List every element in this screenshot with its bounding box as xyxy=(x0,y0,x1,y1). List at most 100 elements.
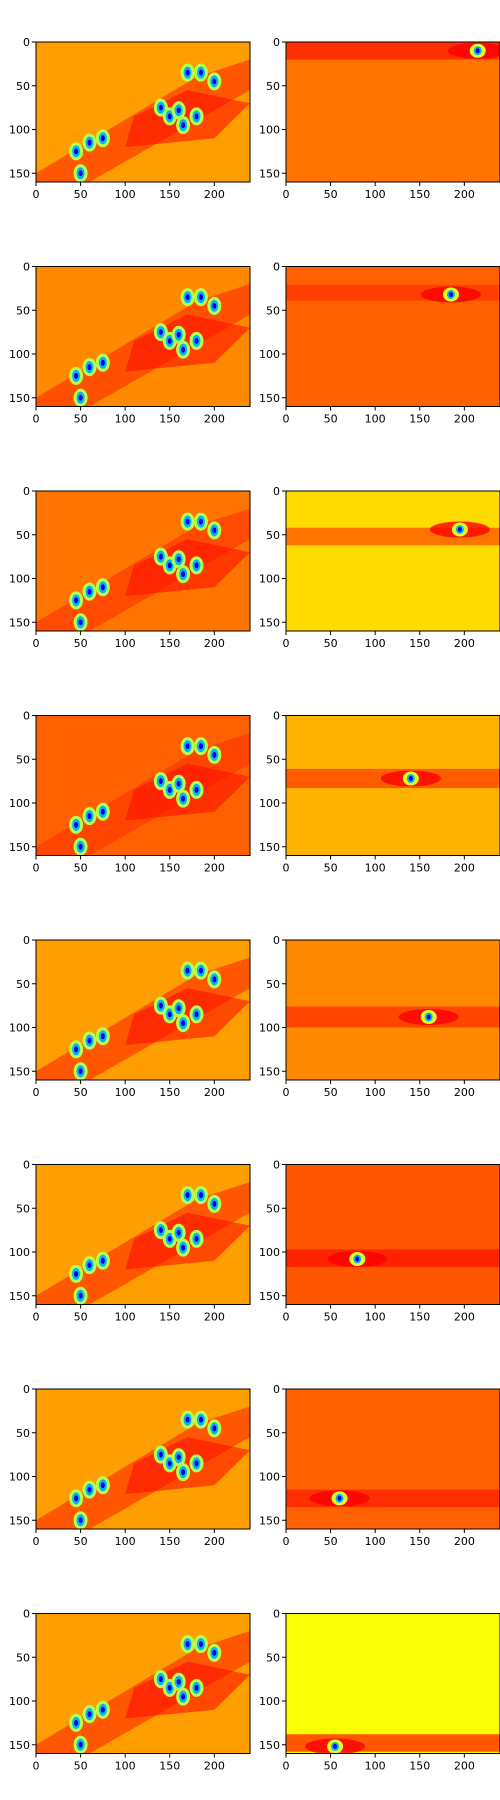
hotspot-core xyxy=(212,751,217,758)
panel-r4-c1: 0 50 100 150 200 0 50 100 150 xyxy=(259,934,500,1099)
axes-frame xyxy=(35,1164,251,1305)
y-tick-label: 150 xyxy=(9,841,30,854)
hotspot-core xyxy=(176,780,181,787)
hotspot-core xyxy=(74,372,79,379)
y-tick-label: 0 xyxy=(273,1608,280,1621)
axes-frame xyxy=(285,1388,500,1530)
x-tick-label: 50 xyxy=(74,1311,88,1324)
x-tick-label: 100 xyxy=(115,862,136,875)
hotspot-core xyxy=(78,170,83,177)
hotspot-core xyxy=(87,813,92,820)
hotspot-core xyxy=(74,597,79,604)
panel-r1-c1: 0 50 100 150 200 0 50 100 150 xyxy=(259,261,500,426)
x-tick-label: 50 xyxy=(74,862,88,875)
x-tick-label: 100 xyxy=(115,1311,136,1324)
heatmap-background xyxy=(286,1164,500,1305)
panel-r0-c1: 0 50 100 150 200 0 50 100 150 xyxy=(259,36,500,201)
x-tick-label: 100 xyxy=(365,413,386,426)
y-tick-label: 150 xyxy=(9,1290,30,1303)
hotspot-core xyxy=(167,1235,172,1242)
hotspot-core xyxy=(212,1649,217,1656)
hotspot-core xyxy=(181,571,186,578)
hotspot-core xyxy=(185,69,190,76)
panel-r7-c0: 0 50 100 150 200 0 50 100 150 xyxy=(9,1608,251,1773)
x-tick-label: 50 xyxy=(74,1535,88,1548)
hotspot-core xyxy=(185,1641,190,1648)
hotspot-core xyxy=(185,518,190,525)
x-tick-label: 50 xyxy=(324,1760,338,1773)
hotspot-core xyxy=(181,1020,186,1027)
panel-r3-c1: 0 50 100 150 200 0 50 100 150 xyxy=(259,710,500,875)
y-tick-label: 50 xyxy=(16,80,30,93)
x-tick-label: 50 xyxy=(324,862,338,875)
y-tick-label: 0 xyxy=(273,261,280,274)
hotspot-core xyxy=(181,795,186,802)
y-tick-label: 150 xyxy=(259,1290,280,1303)
hotspot-core xyxy=(87,1711,92,1718)
y-tick-label: 50 xyxy=(266,1427,280,1440)
hotspot-core xyxy=(87,139,92,146)
x-tick-label: 0 xyxy=(33,188,40,201)
y-tick-label: 100 xyxy=(9,1022,30,1035)
band-hotspot-core xyxy=(475,48,480,54)
hotspot-core xyxy=(78,619,83,626)
hotspot-core xyxy=(212,1425,217,1432)
hotspot-core xyxy=(212,976,217,983)
hotspot-core xyxy=(181,1469,186,1476)
y-tick-label: 50 xyxy=(16,1202,30,1215)
hotspot-core xyxy=(78,843,83,850)
x-tick-label: 0 xyxy=(283,1535,290,1548)
y-tick-label: 0 xyxy=(23,934,30,947)
hotspot-core xyxy=(185,967,190,974)
y-tick-label: 0 xyxy=(273,36,280,49)
y-tick-label: 100 xyxy=(259,1695,280,1708)
y-tick-label: 50 xyxy=(16,1427,30,1440)
axes-frame xyxy=(35,1613,251,1754)
band-hotspot-core xyxy=(355,1256,360,1262)
y-tick-label: 0 xyxy=(273,710,280,723)
hotspot-core xyxy=(212,78,217,85)
x-tick-label: 0 xyxy=(33,862,40,875)
x-tick-label: 0 xyxy=(33,637,40,650)
heatmap-image xyxy=(286,266,500,407)
panel-r2-c1: 0 50 100 150 200 0 50 100 150 xyxy=(259,485,500,650)
hotspot-core xyxy=(212,302,217,309)
y-tick-label: 100 xyxy=(9,1246,30,1259)
x-tick-label: 200 xyxy=(204,1760,225,1773)
heatmap-image xyxy=(286,1389,500,1529)
activation-band xyxy=(286,42,500,60)
hotspot-core xyxy=(212,527,217,534)
panel-r7-c1: 0 50 100 150 200 0 50 100 150 xyxy=(259,1608,500,1773)
x-tick-label: 100 xyxy=(115,188,136,201)
x-tick-label: 200 xyxy=(454,188,475,201)
hotspot-core xyxy=(78,1517,83,1524)
x-tick-label: 0 xyxy=(33,413,40,426)
x-tick-label: 150 xyxy=(409,1535,430,1548)
hotspot-core xyxy=(212,1200,217,1207)
panel-r1-c0: 0 50 100 150 200 0 50 100 150 xyxy=(9,261,251,426)
heatmap-image xyxy=(36,1164,250,1305)
panel-r3-c0: 0 50 100 150 200 0 50 100 150 xyxy=(9,710,251,875)
y-tick-label: 50 xyxy=(266,1651,280,1664)
x-tick-label: 150 xyxy=(409,1760,430,1773)
y-tick-label: 100 xyxy=(9,573,30,586)
x-tick-label: 0 xyxy=(33,1311,40,1324)
x-tick-label: 0 xyxy=(283,637,290,650)
y-tick-label: 150 xyxy=(259,1514,280,1527)
y-tick-label: 150 xyxy=(259,1065,280,1078)
y-tick-label: 50 xyxy=(266,978,280,991)
y-tick-label: 100 xyxy=(259,1022,280,1035)
hotspot-core xyxy=(198,967,203,974)
hotspot-core xyxy=(185,1416,190,1423)
x-tick-label: 0 xyxy=(283,1760,290,1773)
x-tick-label: 200 xyxy=(204,862,225,875)
y-tick-label: 100 xyxy=(9,797,30,810)
hotspot-core xyxy=(78,1292,83,1299)
x-tick-label: 150 xyxy=(159,1760,180,1773)
y-tick-label: 100 xyxy=(259,573,280,586)
x-tick-label: 0 xyxy=(283,1086,290,1099)
hotspot-core xyxy=(78,394,83,401)
x-tick-label: 50 xyxy=(74,1760,88,1773)
hotspot-core xyxy=(185,294,190,301)
x-tick-label: 150 xyxy=(159,188,180,201)
